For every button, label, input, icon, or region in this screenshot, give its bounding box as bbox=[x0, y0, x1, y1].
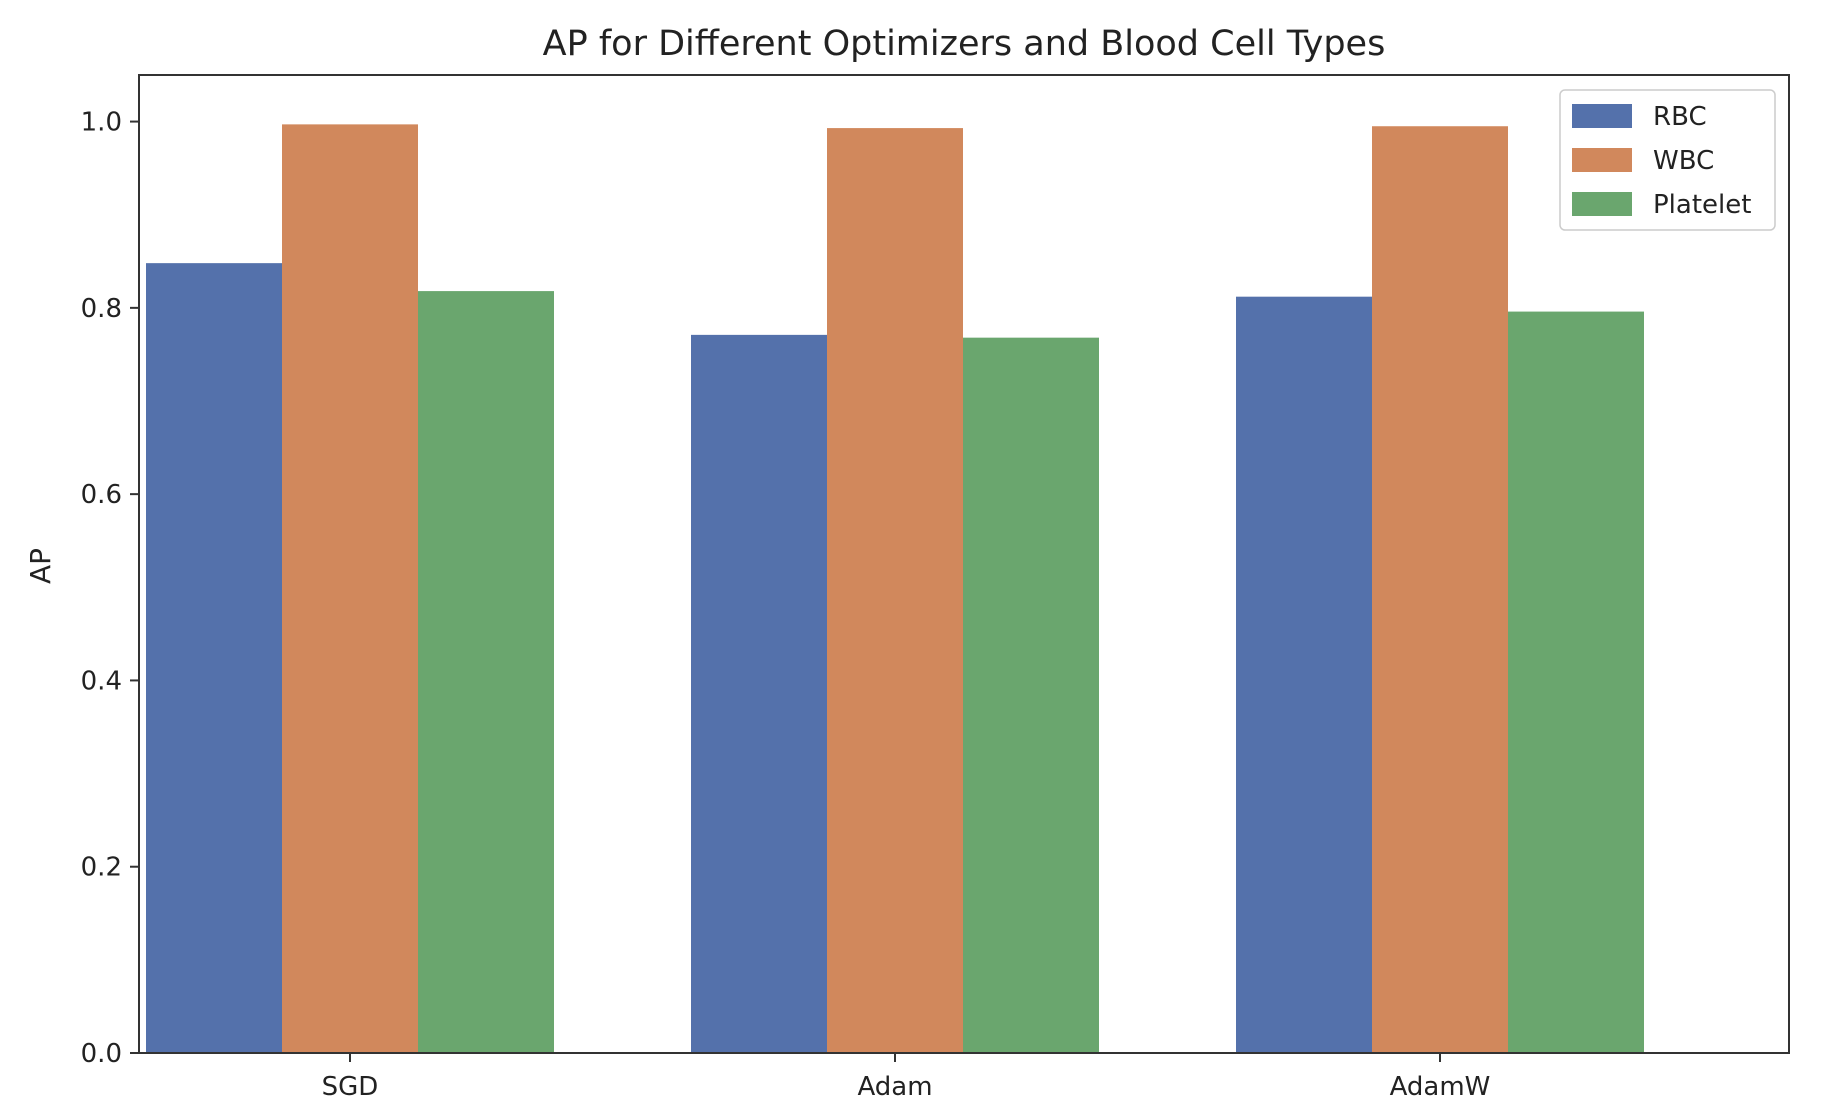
x-axis: SGD Adam AdamW bbox=[322, 1053, 1491, 1098]
legend-swatch-wbc bbox=[1572, 148, 1632, 172]
y-tick-label: 0.6 bbox=[81, 480, 122, 510]
y-tick-label: 1.0 bbox=[81, 108, 122, 138]
bar-rbc-sgd bbox=[146, 263, 282, 1053]
bar-wbc-adam bbox=[827, 128, 963, 1053]
legend-label-rbc: RBC bbox=[1653, 102, 1707, 132]
legend-label-platelet: Platelet bbox=[1653, 190, 1751, 220]
x-tick-label: AdamW bbox=[1390, 1072, 1491, 1098]
plot-frame bbox=[138, 74, 1790, 1054]
bar-rbc-adam bbox=[691, 334, 827, 1054]
legend: RBC WBC Platelet bbox=[1559, 89, 1776, 231]
y-tick-label: 0.2 bbox=[81, 853, 122, 883]
y-tick-label: 0.0 bbox=[81, 1039, 122, 1069]
x-tick-label: Adam bbox=[857, 1072, 932, 1098]
y-axis-label: AP bbox=[24, 548, 57, 584]
y-tick-label: 0.8 bbox=[81, 294, 122, 324]
bar-platelet-sgd bbox=[418, 291, 554, 1053]
y-tick-label: 0.4 bbox=[81, 666, 122, 696]
bar-platelet-adam bbox=[963, 337, 1099, 1054]
bar-wbc-adamw bbox=[1372, 126, 1508, 1053]
bar-rbc-adamw bbox=[1236, 296, 1372, 1053]
bars-group bbox=[146, 124, 1644, 1054]
legend-label-wbc: WBC bbox=[1653, 146, 1714, 176]
bar-wbc-sgd bbox=[282, 124, 418, 1053]
legend-swatch-platelet bbox=[1572, 192, 1632, 216]
chart-title: AP for Different Optimizers and Blood Ce… bbox=[543, 24, 1386, 64]
bar-platelet-adamw bbox=[1508, 311, 1644, 1053]
x-tick-label: SGD bbox=[322, 1072, 379, 1098]
y-axis: 0.0 0.2 0.4 0.6 0.8 1.0 bbox=[81, 108, 139, 1069]
legend-swatch-rbc bbox=[1572, 104, 1632, 128]
